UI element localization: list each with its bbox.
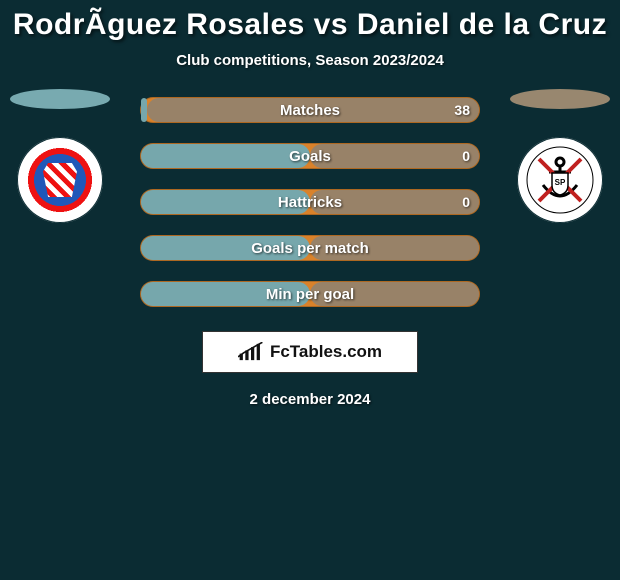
stat-bar: Goals per match	[140, 235, 480, 261]
player-right-column: SP	[510, 89, 610, 223]
stat-bar: Hattricks0	[140, 189, 480, 215]
page-subtitle: Club competitions, Season 2023/2024	[0, 52, 620, 69]
comparison-content: SP Matches38Goals0Hattricks0Goals per ma…	[0, 97, 620, 408]
stat-bar-value-right: 38	[454, 97, 470, 123]
player-right-ellipse	[510, 89, 610, 109]
stat-bar-label: Min per goal	[140, 281, 480, 307]
svg-text:SP: SP	[555, 178, 566, 187]
date-line: 2 december 2024	[0, 391, 620, 408]
stat-bar: Goals0	[140, 143, 480, 169]
player-left-column	[10, 89, 110, 223]
stat-bar: Min per goal	[140, 281, 480, 307]
stat-bar: Matches38	[140, 97, 480, 123]
bahia-crest	[17, 137, 103, 223]
watermark-text: FcTables.com	[270, 342, 382, 362]
stat-bar-label: Hattricks	[140, 189, 480, 215]
page-title: RodrÃ­guez Rosales vs Daniel de la Cruz	[0, 0, 620, 46]
stat-bar-label: Matches	[140, 97, 480, 123]
watermark-chart-icon	[238, 342, 264, 362]
stat-bar-value-right: 0	[462, 189, 470, 215]
stat-bar-value-right: 0	[462, 143, 470, 169]
corinthians-crest: SP	[517, 137, 603, 223]
player-left-ellipse	[10, 89, 110, 109]
stat-bar-label: Goals per match	[140, 235, 480, 261]
stat-bars: Matches38Goals0Hattricks0Goals per match…	[140, 97, 480, 307]
watermark: FcTables.com	[202, 331, 418, 373]
stat-bar-label: Goals	[140, 143, 480, 169]
